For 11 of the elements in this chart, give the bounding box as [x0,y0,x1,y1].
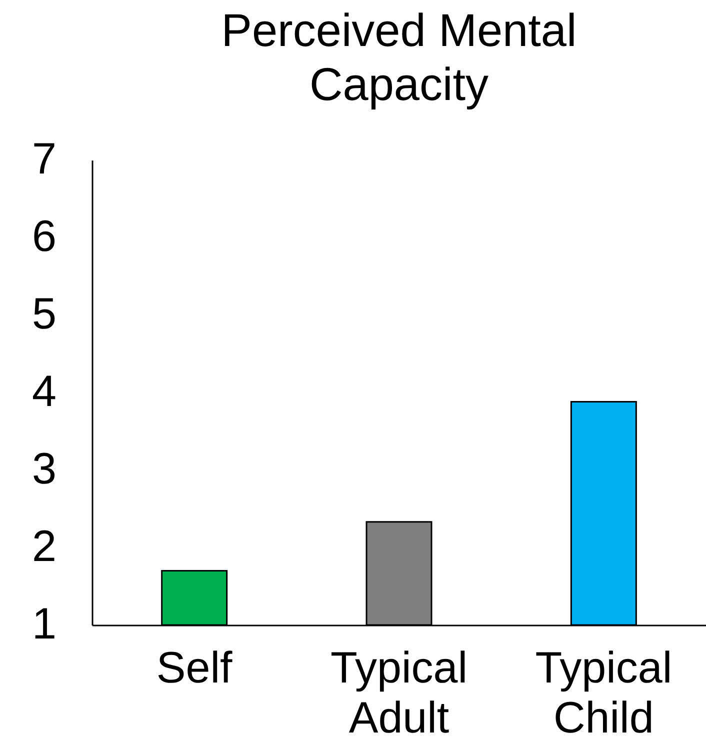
y-tick-label: 3 [32,444,56,494]
x-tick-label: Typical Adult [330,644,468,742]
y-tick-label: 6 [32,212,56,261]
y-tick-label: 5 [32,290,56,338]
x-tick-label: Typical Child [535,644,672,742]
y-tick-label: 7 [32,134,56,184]
x-tick-label: Self [156,644,234,692]
y-tick-label: 4 [32,367,56,416]
y-tick-label: 1 [32,600,56,648]
y-tick-label: 2 [32,522,56,571]
chart-title: Perceived Mental Capacity [221,4,577,110]
